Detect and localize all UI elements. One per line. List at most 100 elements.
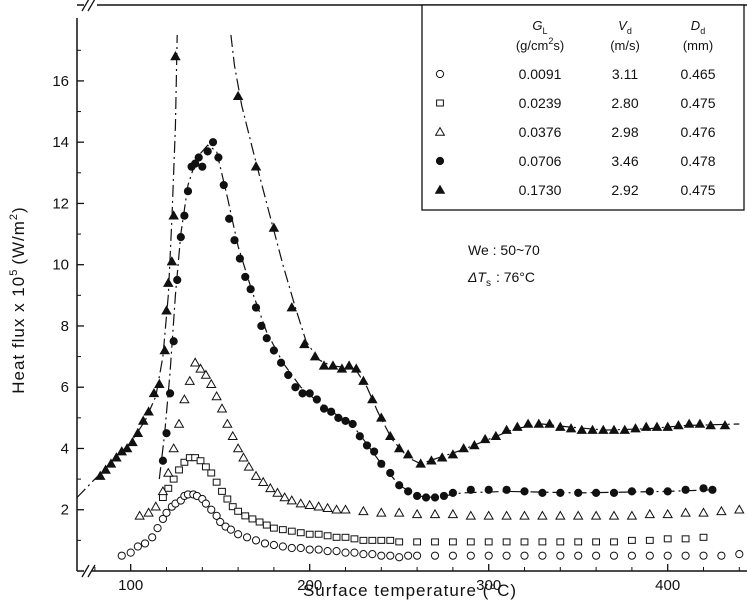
- data-point-open-square: [449, 538, 457, 546]
- y-tick-label: 8: [61, 318, 69, 335]
- legend-velocity: 3.11: [612, 66, 638, 82]
- data-point-open-square: [262, 521, 271, 529]
- data-point-filled-triangle: [705, 420, 716, 430]
- data-point-open-triangle: [322, 502, 333, 513]
- data-point-open-triangle: [134, 510, 145, 520]
- data-point-filled-circle: [312, 395, 321, 404]
- data-point-open-triangle: [211, 391, 222, 401]
- legend-diameter: 0.478: [680, 153, 715, 169]
- data-point-filled-circle: [334, 413, 343, 422]
- data-point-filled-circle: [162, 429, 171, 438]
- data-point-open-circle: [341, 548, 350, 557]
- data-point-open-triangle: [257, 476, 269, 486]
- data-point-open-circle: [287, 543, 296, 553]
- y-tick-label: 2: [61, 502, 69, 519]
- data-point-open-circle: [133, 542, 142, 551]
- data-point-open-circle: [158, 514, 168, 524]
- data-point-filled-triangle: [111, 452, 122, 462]
- data-point-filled-circle: [183, 187, 193, 196]
- data-point-filled-triangle: [286, 302, 298, 312]
- data-point-open-circle: [226, 525, 236, 534]
- data-point-open-square: [212, 478, 221, 486]
- data-point-filled-triangle: [522, 418, 534, 428]
- data-point-filled-triangle: [673, 420, 684, 430]
- data-point-filled-triangle: [565, 423, 577, 433]
- data-point-open-square: [699, 533, 708, 541]
- data-point-open-square: [628, 536, 636, 544]
- y-tick-label: 10: [52, 257, 69, 274]
- data-point-open-triangle: [168, 443, 179, 453]
- data-point-filled-triangle: [662, 421, 673, 431]
- x-axis-ticks: 100 200 300 400: [94, 564, 740, 594]
- data-point-filled-circle: [305, 389, 314, 398]
- data-point-open-circle: [627, 551, 637, 560]
- weber-number-annotation: We : 50~70: [468, 242, 540, 258]
- data-point-open-triangle: [163, 467, 174, 477]
- legend-marker-open-circle: [435, 69, 445, 79]
- data-point-open-square: [278, 526, 287, 534]
- data-point-filled-triangle: [163, 277, 174, 287]
- data-point-open-circle: [207, 505, 216, 514]
- data-point-filled-triangle: [619, 424, 631, 434]
- y-tick-label: 12: [52, 195, 69, 212]
- y-tick-label: 6: [61, 379, 69, 396]
- data-point-filled-triangle: [250, 161, 262, 171]
- y-axis-title-exponent: 5: [8, 269, 20, 276]
- data-point-open-square: [574, 538, 583, 546]
- data-point-filled-circle: [246, 285, 255, 294]
- legend-velocity: 2.80: [611, 95, 638, 111]
- data-point-open-square: [350, 535, 359, 543]
- data-point-open-square: [248, 515, 257, 523]
- data-point-filled-circle: [348, 419, 357, 429]
- data-point-filled-triangle: [501, 424, 512, 434]
- data-point-open-triangle: [265, 482, 276, 493]
- data-point-open-triangle: [243, 461, 255, 471]
- data-point-filled-triangle: [533, 418, 545, 428]
- data-point-filled-circle: [191, 159, 200, 168]
- data-point-open-square: [377, 536, 386, 544]
- data-point-open-triangle: [189, 357, 201, 367]
- legend-mass-flux: 0.0376: [519, 124, 562, 140]
- data-point-filled-circle: [448, 488, 457, 497]
- data-point-open-square: [218, 487, 226, 495]
- data-point-filled-triangle: [336, 363, 348, 373]
- x-tick-label: 100: [118, 577, 143, 594]
- legend-mass-flux: 0.1730: [519, 182, 562, 198]
- data-point-filled-circle: [574, 488, 583, 497]
- data-point-open-triangle: [184, 375, 196, 385]
- data-point-filled-triangle: [268, 222, 280, 232]
- superheat-subscript: s: [486, 278, 491, 289]
- data-point-filled-triangle: [469, 440, 480, 450]
- data-point-filled-circle: [663, 487, 672, 496]
- data-point-open-circle: [323, 546, 332, 556]
- data-point-filled-triangle: [544, 418, 555, 428]
- data-point-filled-triangle: [166, 256, 178, 266]
- data-point-open-triangle: [393, 507, 405, 517]
- data-point-filled-triangle: [608, 424, 620, 434]
- data-point-open-square: [502, 538, 511, 546]
- data-point-open-triangle: [295, 498, 307, 508]
- data-point-filled-triangle: [148, 387, 160, 398]
- data-point-open-circle: [699, 551, 708, 560]
- annotations: We : 50~70 ΔTs: 76°C: [467, 242, 540, 289]
- data-point-open-circle: [592, 551, 601, 560]
- data-point-filled-triangle: [651, 421, 663, 431]
- data-point-open-square: [228, 503, 237, 511]
- data-point-open-square: [305, 530, 314, 538]
- data-point-filled-triangle: [121, 443, 133, 453]
- data-point-open-triangle: [340, 504, 351, 514]
- data-point-filled-triangle: [555, 421, 566, 431]
- data-point-filled-triangle: [170, 51, 181, 61]
- data-point-filled-circle: [699, 484, 708, 493]
- data-point-filled-triangle: [318, 360, 330, 370]
- data-point-open-triangle: [227, 430, 238, 441]
- data-point-filled-circle: [439, 491, 449, 501]
- data-point-open-triangle: [331, 504, 342, 514]
- data-point-open-circle: [260, 539, 270, 548]
- data-point-open-circle: [466, 551, 475, 560]
- data-point-open-circle: [404, 551, 413, 560]
- data-point-filled-circle: [214, 153, 223, 162]
- legend-mass-flux: 0.0091: [519, 66, 562, 82]
- legend-header: GL(g/cm2s) Vd (m/s) Dd (mm): [516, 18, 713, 53]
